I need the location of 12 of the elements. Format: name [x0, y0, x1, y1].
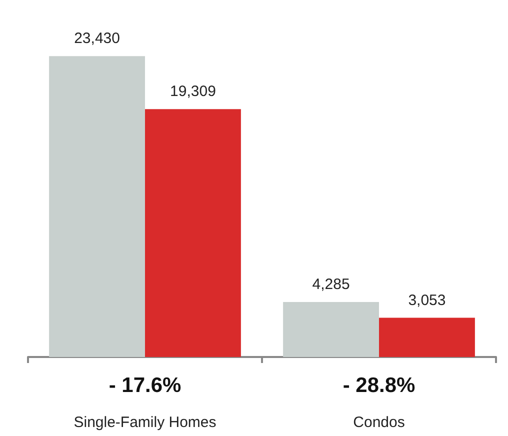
x-tick-label: Condos	[353, 414, 405, 431]
bar	[49, 56, 145, 357]
data-label: 3,053	[408, 292, 446, 309]
data-label: 23,430	[74, 30, 120, 48]
x-tick-label: Single-Family Homes	[74, 414, 216, 431]
text: - 17.6%	[108, 374, 182, 397]
data-label: 19,309	[170, 83, 216, 100]
bar	[379, 318, 475, 357]
text: - 28.8%	[342, 374, 416, 397]
data-label: 4,285	[312, 276, 350, 293]
bar	[283, 302, 379, 357]
bar	[145, 109, 241, 357]
